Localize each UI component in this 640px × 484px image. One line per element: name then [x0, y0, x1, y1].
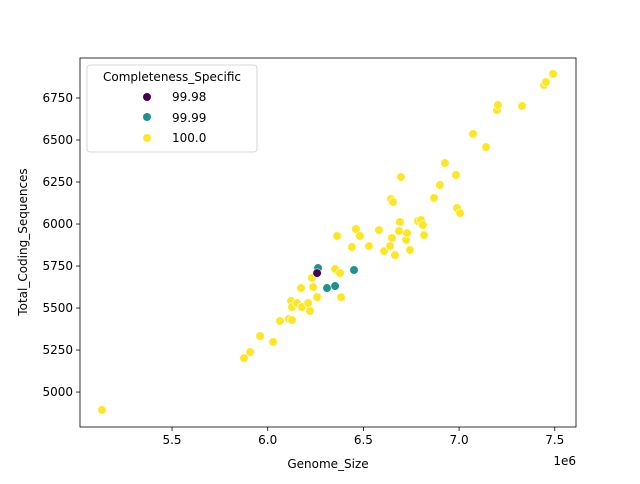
data-point-100-0: [303, 298, 313, 308]
legend-marker-100: [143, 134, 151, 142]
data-point-100-0: [419, 230, 429, 240]
data-point-100-0: [395, 217, 405, 227]
legend-label-99-98: 99.98: [172, 90, 206, 104]
x-axis: 5.5 6.0 6.5 7.0 7.5: [162, 427, 564, 447]
data-point-100-0: [541, 77, 551, 87]
data-point-100-0: [517, 101, 527, 111]
data-point-99-98: [312, 268, 322, 278]
x-tick-label: 7.5: [545, 433, 564, 447]
data-point-100-0: [429, 193, 439, 203]
data-point-100-0: [239, 353, 249, 363]
y-tick-label: 5000: [42, 385, 73, 399]
legend: Completeness_Specific 99.98 99.99 100.0: [86, 64, 258, 153]
data-point-100-0: [97, 405, 107, 415]
data-point-100-0: [296, 283, 306, 293]
data-point-100-0: [418, 220, 428, 230]
data-point-100-0: [440, 158, 450, 168]
data-point-100-0: [385, 241, 395, 251]
data-point-100-0: [332, 231, 342, 241]
data-point-100-0: [245, 347, 255, 357]
y-tick-label: 5750: [42, 259, 73, 273]
x-tick-label: 7.0: [450, 433, 469, 447]
data-point-100-0: [548, 69, 558, 79]
data-point-100-0: [394, 226, 404, 236]
data-point-100-0: [336, 292, 346, 302]
data-point-100-0: [402, 228, 412, 238]
data-point-100-0: [374, 225, 384, 235]
points-layer: [97, 69, 558, 415]
data-point-99-99: [322, 283, 332, 293]
legend-label-99-99: 99.99: [172, 111, 206, 125]
plot-frame: [79, 57, 577, 428]
data-point-100-0: [468, 129, 478, 139]
data-point-100-0: [405, 245, 415, 255]
y-tick-label: 5500: [42, 301, 73, 315]
y-tick-label: 6500: [42, 133, 73, 147]
data-point-100-0: [308, 282, 318, 292]
data-point-100-0: [435, 180, 445, 190]
data-point-99-99: [330, 281, 340, 291]
y-tick-label: 6250: [42, 175, 73, 189]
x-axis-offset-label: 1e6: [553, 454, 576, 468]
data-point-100-0: [387, 233, 397, 243]
data-point-100-0: [451, 170, 461, 180]
legend-marker-99-98: [143, 93, 151, 101]
data-point-100-0: [347, 242, 357, 252]
data-point-100-0: [312, 292, 322, 302]
y-tick-label: 6750: [42, 91, 73, 105]
legend-title: Completeness_Specific: [103, 70, 241, 84]
data-point-100-0: [268, 337, 278, 347]
x-axis-label: Genome_Size: [287, 457, 368, 471]
data-point-100-0: [390, 250, 400, 260]
data-point-100-0: [355, 231, 365, 241]
data-point-100-0: [396, 172, 406, 182]
x-tick-label: 6.5: [354, 433, 373, 447]
y-tick-label: 6000: [42, 217, 73, 231]
data-point-100-0: [335, 268, 345, 278]
x-tick-label: 5.5: [162, 433, 181, 447]
data-point-100-0: [255, 331, 265, 341]
data-point-100-0: [379, 246, 389, 256]
y-axis: 5000 5250 5500 5750 6000 6250 6500 6750: [42, 91, 80, 399]
data-point-100-0: [364, 241, 374, 251]
legend-box: [86, 64, 258, 153]
y-tick-label: 5250: [42, 343, 73, 357]
x-tick-label: 6.0: [258, 433, 277, 447]
data-point-100-0: [481, 142, 491, 152]
data-point-100-0: [388, 197, 398, 207]
legend-marker-99-99: [143, 113, 151, 121]
legend-label-100: 100.0: [172, 131, 206, 145]
data-point-99-99: [349, 265, 359, 275]
data-point-100-0: [305, 306, 315, 316]
data-point-100-0: [351, 224, 361, 234]
data-point-100-0: [287, 315, 297, 325]
data-point-100-0: [455, 208, 465, 218]
data-point-100-0: [493, 100, 503, 110]
data-point-100-0: [275, 316, 285, 326]
y-axis-label: Total_Coding_Sequences: [16, 168, 30, 316]
